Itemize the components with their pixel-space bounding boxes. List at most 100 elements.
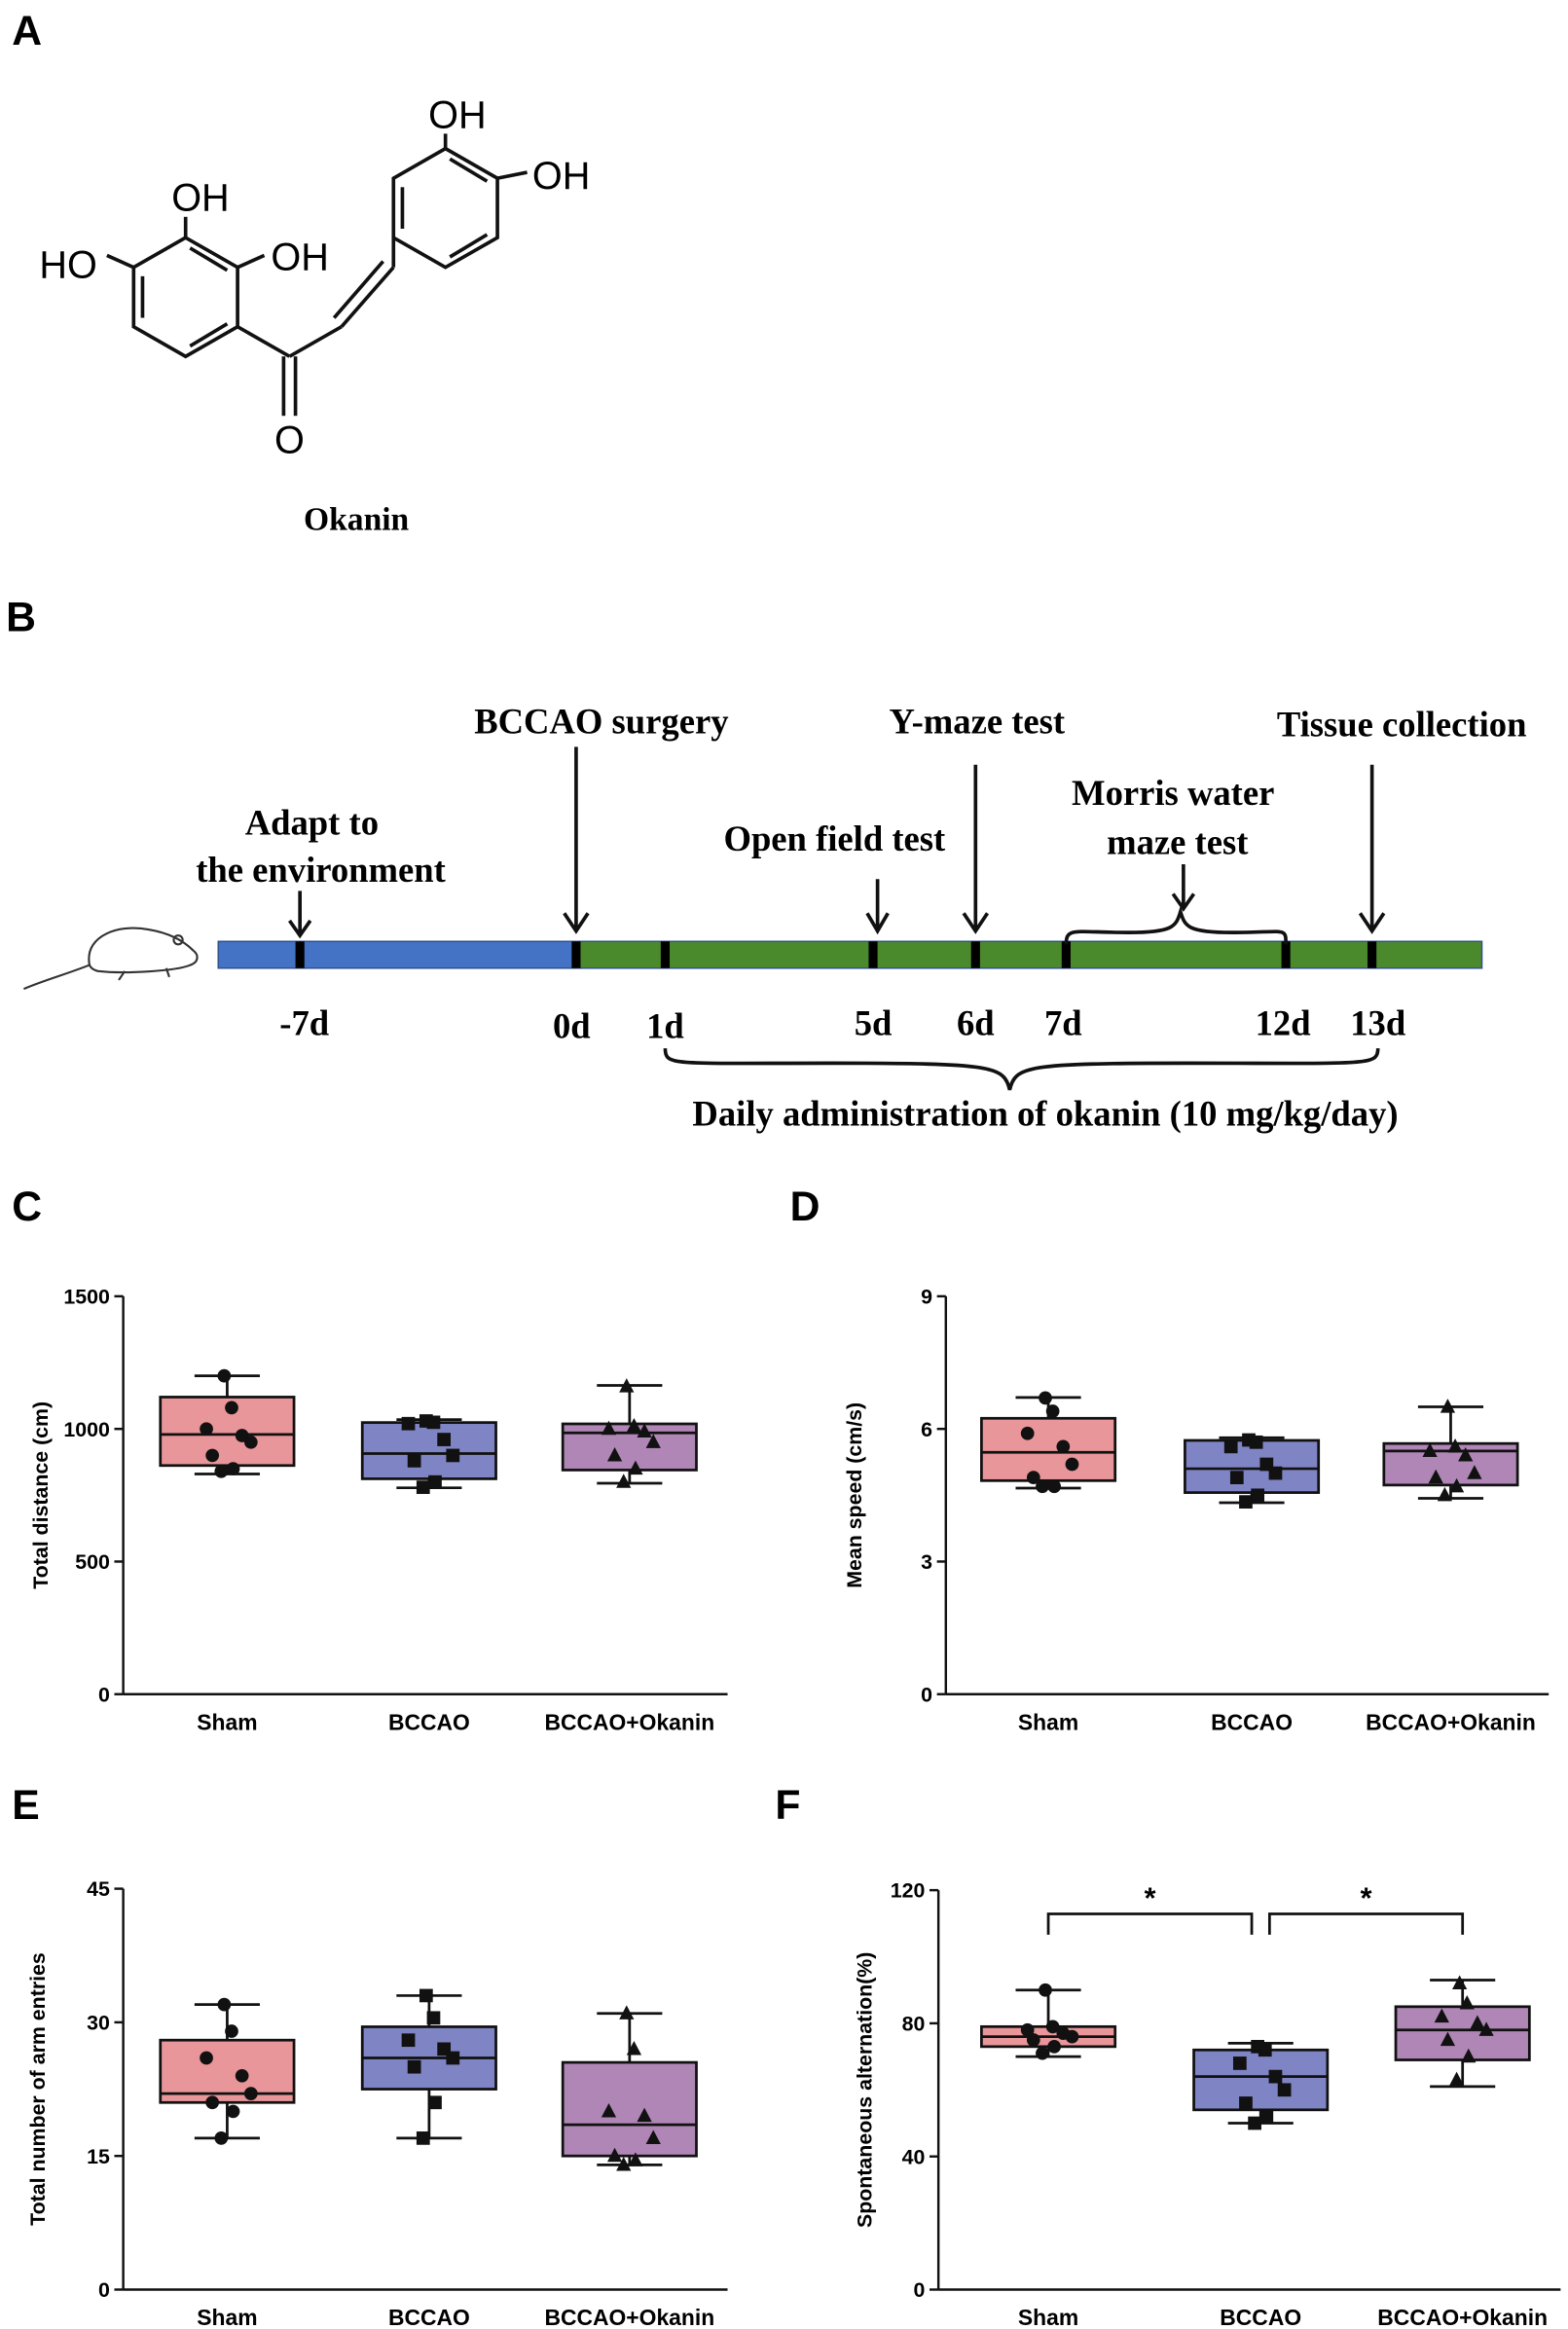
y-axis-label: Mean speed (cm/s): [843, 1402, 866, 1588]
point: [606, 2147, 623, 2163]
y-tick-label: 80: [902, 2013, 926, 2036]
point: [601, 1420, 617, 1436]
point: [205, 1448, 220, 1463]
day-label: 0d: [553, 1005, 591, 1045]
point: [1448, 2071, 1465, 2087]
x-tick-label: Sham: [197, 2305, 257, 2329]
y-axis-label: Total number of arm entries: [26, 1952, 50, 2226]
point: [416, 1480, 430, 1495]
point: [226, 1462, 240, 1475]
day-label: 5d: [855, 1002, 893, 1042]
event-label: Open field test: [723, 819, 946, 858]
point: [1239, 2096, 1253, 2110]
point: [637, 1423, 652, 1438]
point: [407, 1454, 421, 1468]
point: [1036, 1479, 1049, 1494]
y-tick-label: 30: [87, 2012, 110, 2035]
event-label: Tissue collection: [1277, 705, 1527, 745]
y-tick-label: 3: [921, 1550, 932, 1574]
point: [1047, 2039, 1062, 2054]
point: [214, 2131, 229, 2145]
point: [1437, 1486, 1453, 1502]
point: [1239, 1495, 1253, 1509]
atom-label: OH: [532, 155, 590, 198]
point: [616, 1474, 632, 1488]
y-tick-label: 1000: [63, 1418, 109, 1441]
point: [1478, 2021, 1494, 2036]
significance-bracket: [1267, 1912, 1465, 1935]
point: [1268, 1466, 1283, 1480]
point: [1268, 2069, 1283, 2084]
panel-letter: D: [790, 1183, 820, 1230]
point: [1229, 1471, 1244, 1485]
point: [200, 1422, 213, 1437]
point: [1020, 1426, 1035, 1440]
event-label: BCCAO surgery: [474, 702, 728, 742]
point: [606, 1447, 623, 1462]
point: [243, 1435, 258, 1449]
point: [1467, 1465, 1482, 1479]
point: [407, 2059, 421, 2074]
point: [226, 2104, 240, 2119]
point: [1036, 2046, 1049, 2060]
day-label: 12d: [1256, 1002, 1311, 1042]
point: [235, 2068, 249, 2083]
y-tick-label: 120: [891, 1879, 926, 1903]
timeline-acclimation: [217, 940, 577, 969]
event-label: Morris water: [1072, 773, 1274, 813]
point: [1045, 1404, 1060, 1418]
panel-letter: E: [12, 1782, 39, 1829]
x-tick-label: Sham: [1018, 2305, 1078, 2329]
point: [416, 2131, 430, 2145]
point: [1039, 1983, 1052, 1997]
point: [1452, 1975, 1468, 1989]
point: [428, 2095, 442, 2110]
point: [217, 1368, 232, 1383]
x-tick-label: BCCAO: [388, 2305, 470, 2329]
point: [1249, 1435, 1263, 1449]
timeline-ticks: [295, 941, 1377, 968]
point: [1232, 2056, 1247, 2070]
atom-label: OH: [428, 93, 486, 136]
atom-label: OH: [271, 237, 328, 279]
significance-label: *: [1361, 1881, 1372, 1914]
point: [1470, 2015, 1485, 2030]
day-label: 13d: [1350, 1002, 1405, 1042]
point: [628, 2152, 643, 2166]
box: [1394, 2005, 1531, 2061]
point: [1039, 1391, 1052, 1405]
point: [619, 1378, 635, 1393]
point: [616, 2156, 632, 2171]
panel-letter: A: [12, 8, 42, 55]
timeline-treatment: [575, 940, 1483, 969]
point: [1026, 1471, 1040, 1485]
point: [1047, 1479, 1062, 1494]
day-label: 7d: [1044, 1002, 1082, 1042]
panel-letter: B: [6, 594, 36, 640]
y-tick-label: 6: [921, 1418, 932, 1441]
box: [1192, 2048, 1330, 2112]
point: [1251, 1488, 1265, 1503]
y-tick-label: 0: [921, 1683, 932, 1706]
point: [214, 1464, 229, 1478]
box: [980, 1416, 1117, 1482]
y-tick-label: 1500: [63, 1286, 109, 1309]
y-tick-label: 45: [87, 1877, 110, 1901]
compound-name: Okanin: [304, 502, 410, 538]
x-tick-label: BCCAO+Okanin: [1366, 1709, 1536, 1734]
x-tick-label: Sham: [1018, 1709, 1078, 1734]
y-tick-label: 15: [87, 2145, 110, 2168]
x-tick-label: BCCAO: [388, 1709, 470, 1734]
point: [1277, 2083, 1292, 2097]
point: [1026, 2033, 1040, 2047]
point: [637, 2107, 652, 2123]
point: [1459, 1995, 1475, 2010]
x-tick-label: BCCAO: [1220, 2305, 1301, 2329]
y-tick-label: 9: [921, 1286, 932, 1309]
point: [619, 2005, 635, 2020]
y-tick-label: 40: [902, 2145, 926, 2168]
point: [1422, 1442, 1438, 1457]
point: [426, 1415, 441, 1430]
point: [1248, 2116, 1261, 2130]
point: [401, 2033, 416, 2048]
